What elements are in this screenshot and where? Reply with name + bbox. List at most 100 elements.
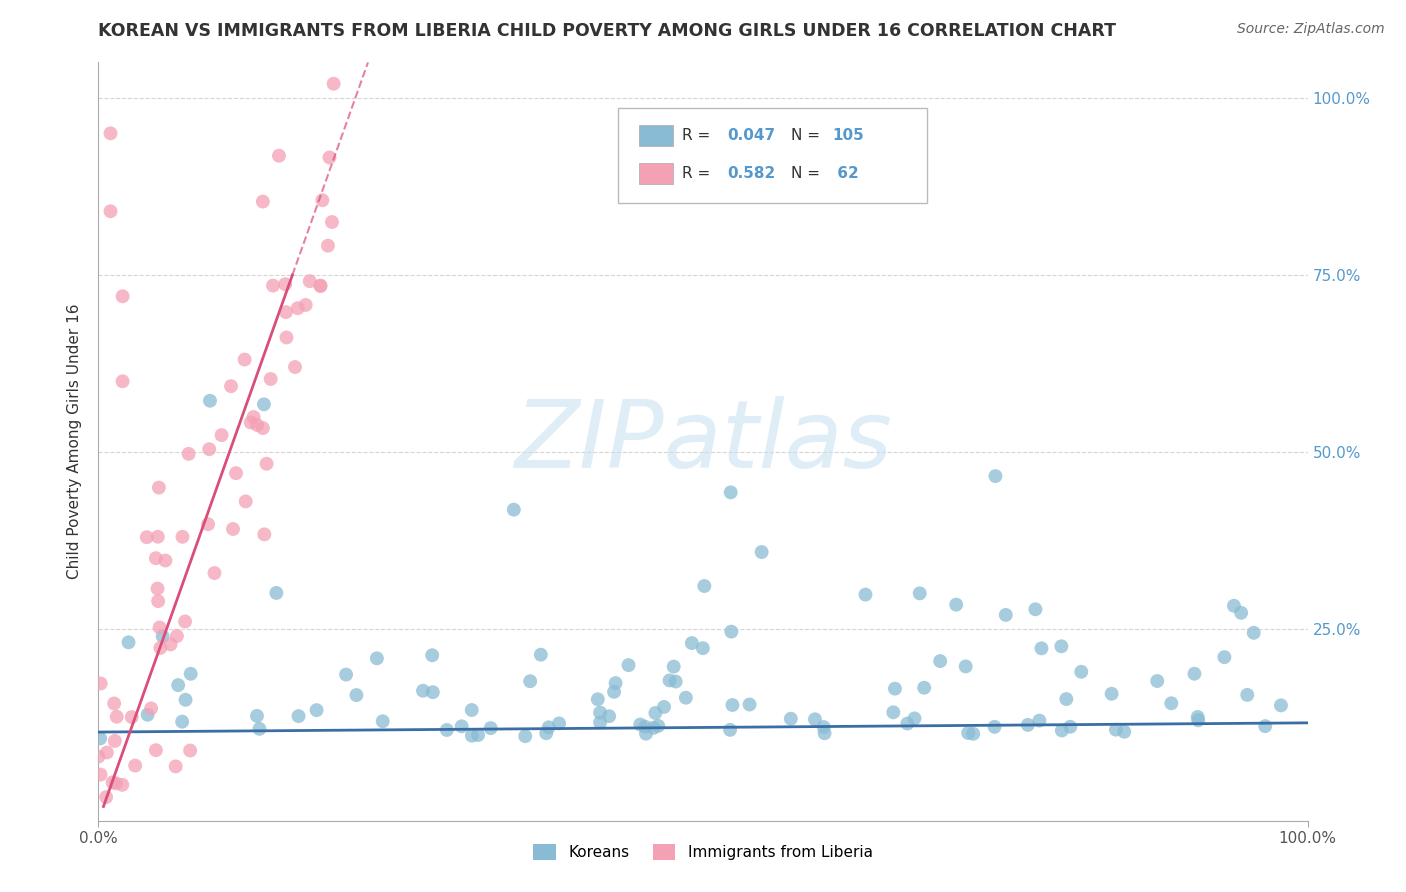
- Point: [412, 683, 434, 698]
- Point: [87, 749, 110, 764]
- Point: [89, 731, 111, 746]
- Point: [1031, 641, 1053, 656]
- Point: [198, 442, 221, 457]
- Point: [90, 676, 112, 690]
- Point: [105, 776, 128, 790]
- Point: [174, 693, 197, 707]
- Point: [1054, 692, 1077, 706]
- Point: [124, 758, 146, 772]
- Point: [167, 678, 190, 692]
- Point: [912, 681, 935, 695]
- Point: [159, 637, 181, 651]
- Point: [603, 685, 626, 699]
- Point: [152, 629, 174, 643]
- Point: [929, 654, 952, 668]
- Point: [1017, 718, 1039, 732]
- Point: [681, 636, 703, 650]
- Legend: Koreans, Immigrants from Liberia: Koreans, Immigrants from Liberia: [527, 838, 879, 866]
- Point: [467, 728, 489, 742]
- Point: [309, 278, 332, 293]
- Point: [117, 635, 139, 649]
- Point: [1114, 724, 1136, 739]
- Point: [617, 658, 640, 673]
- Text: KOREAN VS IMMIGRANTS FROM LIBERIA CHILD POVERTY AMONG GIRLS UNDER 16 CORRELATION: KOREAN VS IMMIGRANTS FROM LIBERIA CHILD …: [98, 22, 1116, 40]
- Point: [104, 734, 127, 748]
- Point: [589, 706, 612, 720]
- Point: [537, 720, 560, 734]
- Point: [233, 352, 256, 367]
- Point: [658, 673, 681, 688]
- Text: Source: ZipAtlas.com: Source: ZipAtlas.com: [1237, 22, 1385, 37]
- Point: [1050, 640, 1073, 654]
- Point: [211, 428, 233, 442]
- Point: [644, 706, 666, 720]
- Point: [146, 594, 169, 608]
- Point: [530, 648, 553, 662]
- Point: [1184, 666, 1206, 681]
- Point: [318, 151, 340, 165]
- Point: [502, 502, 524, 516]
- Point: [1050, 723, 1073, 738]
- Point: [813, 726, 835, 740]
- Point: [634, 726, 657, 740]
- Point: [267, 149, 290, 163]
- Point: [165, 759, 187, 773]
- Point: [718, 723, 741, 737]
- Point: [1187, 710, 1209, 724]
- Point: [422, 685, 444, 699]
- Point: [197, 517, 219, 532]
- Point: [628, 717, 651, 731]
- Point: [145, 551, 167, 566]
- Point: [884, 681, 907, 696]
- Point: [855, 588, 877, 602]
- Point: [1270, 698, 1292, 713]
- Point: [246, 709, 269, 723]
- Point: [166, 629, 188, 643]
- Point: [738, 698, 761, 712]
- Point: [1230, 606, 1253, 620]
- Point: [962, 727, 984, 741]
- Point: [180, 666, 202, 681]
- Point: [903, 711, 925, 725]
- Text: 105: 105: [832, 128, 865, 143]
- Bar: [638, 125, 673, 145]
- Point: [252, 194, 274, 209]
- Point: [321, 215, 343, 229]
- Point: [1059, 720, 1081, 734]
- Point: [148, 481, 170, 495]
- Point: [1028, 714, 1050, 728]
- Point: [101, 775, 124, 789]
- Point: [145, 743, 167, 757]
- Point: [100, 204, 122, 219]
- Point: [135, 530, 157, 544]
- Point: [103, 697, 125, 711]
- Point: [983, 720, 1005, 734]
- Point: [256, 457, 278, 471]
- Text: 62: 62: [832, 166, 859, 181]
- Point: [519, 674, 541, 689]
- Text: ZIPatlas: ZIPatlas: [515, 396, 891, 487]
- Point: [720, 624, 742, 639]
- Point: [346, 688, 368, 702]
- Point: [249, 722, 271, 736]
- Point: [955, 659, 977, 673]
- Point: [146, 530, 169, 544]
- Point: [1213, 650, 1236, 665]
- Point: [287, 709, 309, 723]
- Point: [322, 77, 344, 91]
- Point: [335, 667, 357, 681]
- Point: [172, 530, 194, 544]
- Point: [311, 193, 333, 207]
- Point: [1024, 602, 1046, 616]
- Point: [219, 379, 242, 393]
- Point: [1254, 719, 1277, 733]
- Point: [515, 729, 537, 743]
- Point: [260, 372, 283, 386]
- Point: [720, 485, 742, 500]
- Point: [253, 527, 276, 541]
- Point: [548, 716, 571, 731]
- Text: N =: N =: [792, 166, 825, 181]
- Point: [146, 582, 169, 596]
- Point: [536, 726, 558, 740]
- Point: [111, 374, 134, 388]
